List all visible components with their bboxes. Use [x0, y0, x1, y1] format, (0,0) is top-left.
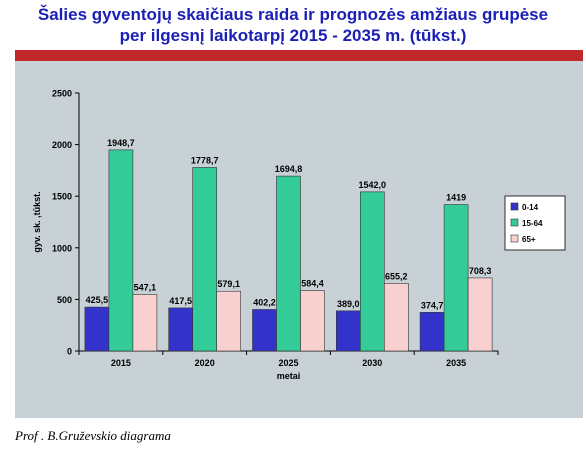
data-label: 584,4 [301, 279, 324, 289]
legend-label: 65+ [522, 235, 536, 244]
legend-label: 0-14 [522, 203, 539, 212]
bar-15-64-2020 [192, 167, 217, 352]
data-label: 547,1 [134, 283, 157, 293]
title-divider-band [15, 50, 583, 61]
y-axis-title: gyv. sk. ,tūkst. [32, 191, 42, 252]
bar-0-14-2035 [419, 312, 445, 352]
y-tick-label: 2000 [52, 140, 72, 150]
bar-65+-2030 [383, 283, 409, 352]
bar-65+-2035 [467, 277, 493, 352]
data-label: 655,2 [385, 271, 408, 281]
y-tick-label: 500 [57, 295, 72, 305]
data-label: 1419 [446, 193, 466, 203]
x-tick-label: 2030 [362, 358, 382, 368]
y-tick-label: 1000 [52, 243, 72, 253]
data-label: 402,2 [253, 297, 276, 307]
legend-swatch-15-64 [510, 218, 519, 227]
x-tick-label: 2020 [195, 358, 215, 368]
data-label: 1542,0 [359, 180, 387, 190]
bar-65+-2015 [132, 294, 158, 352]
bar-0-14-2015 [84, 306, 110, 352]
data-label: 708,3 [469, 266, 492, 276]
bar-15-64-2015 [108, 149, 134, 352]
chart-title-line-2: per ilgesnį laikotarpį 2015 - 2035 m. (t… [119, 26, 467, 45]
x-axis-title: metai [277, 371, 301, 381]
data-label: 417,5 [169, 296, 192, 306]
bar-65+-2025 [300, 290, 325, 352]
legend-label: 15-64 [522, 219, 543, 228]
data-label: 374,7 [421, 300, 444, 310]
data-label: 425,5 [86, 295, 109, 305]
bar-15-64-2030 [359, 191, 385, 352]
bar-15-64-2025 [276, 175, 301, 352]
y-tick-label: 2500 [52, 89, 72, 99]
bar-15-64-2035 [443, 204, 469, 352]
chart-caption: Prof . B.Gruževskio diagrama [15, 428, 171, 443]
y-tick-label: 1500 [52, 192, 72, 202]
bar-0-14-2030 [335, 310, 361, 352]
x-tick-label: 2015 [111, 358, 131, 368]
y-tick-label: 0 [67, 347, 72, 357]
x-tick-label: 2035 [446, 358, 466, 368]
x-tick-label: 2025 [278, 358, 298, 368]
data-label: 1948,7 [107, 138, 135, 148]
legend-swatch-65+ [510, 234, 519, 243]
legend-swatch-0-14 [510, 202, 519, 211]
bar-65+-2020 [216, 290, 241, 352]
chart-title: Šalies gyventojų skaičiaus raida ir prog… [0, 4, 586, 46]
data-label: 579,1 [217, 279, 240, 289]
data-label: 1694,8 [275, 164, 303, 174]
bar-0-14-2025 [252, 309, 277, 352]
chart-title-line-1: Šalies gyventojų skaičiaus raida ir prog… [37, 5, 549, 24]
data-label: 1778,7 [191, 155, 219, 165]
data-label: 389,0 [337, 299, 360, 309]
bar-0-14-2020 [168, 307, 193, 352]
